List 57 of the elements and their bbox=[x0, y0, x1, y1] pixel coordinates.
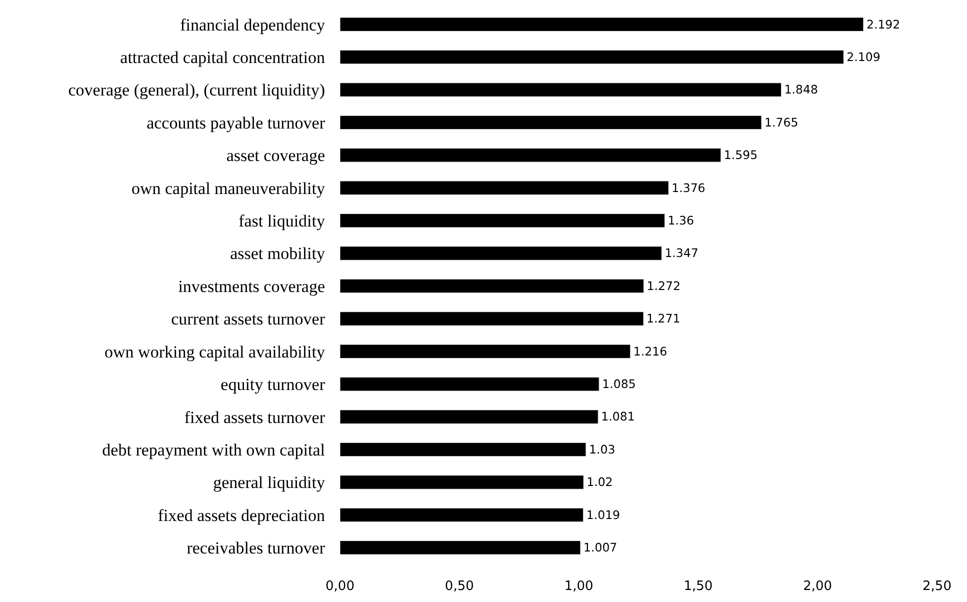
bar bbox=[340, 377, 600, 392]
y-tick-label: asset coverage bbox=[226, 146, 325, 166]
y-tick-label: current assets turnover bbox=[171, 310, 326, 329]
bar bbox=[340, 312, 644, 326]
x-tick-label: 0,00 bbox=[326, 579, 354, 594]
data-label: 1.272 bbox=[646, 278, 680, 293]
x-tick-label: 1,00 bbox=[564, 579, 594, 594]
y-tick-label: investments coverage bbox=[178, 276, 325, 296]
y-tick-label: equity turnover bbox=[220, 375, 326, 394]
y-tick-label: fast liquidity bbox=[238, 212, 326, 231]
y-tick-label: own working capital availability bbox=[104, 342, 326, 362]
y-tick-label: asset mobility bbox=[230, 244, 326, 264]
data-label: 1.216 bbox=[633, 344, 668, 358]
bar bbox=[340, 508, 584, 522]
bar bbox=[340, 82, 782, 97]
data-label: 1.019 bbox=[586, 508, 620, 522]
data-label: 2.192 bbox=[866, 17, 900, 32]
data-label: 1.765 bbox=[764, 115, 798, 130]
bar bbox=[340, 410, 598, 424]
bar bbox=[340, 475, 584, 490]
data-label: 1.271 bbox=[646, 312, 680, 326]
y-tick-label: fixed assets turnover bbox=[184, 408, 326, 427]
x-tick-label: 2,00 bbox=[803, 579, 832, 594]
x-tick-label: 0,50 bbox=[444, 579, 474, 594]
y-tick-label: attracted capital concentration bbox=[120, 48, 326, 68]
bar bbox=[340, 50, 844, 64]
y-tick-label: coverage (general), (current liquidity) bbox=[68, 80, 325, 100]
bar bbox=[340, 180, 669, 195]
bar bbox=[340, 17, 864, 32]
y-tick-label: debt repayment with own capital bbox=[102, 440, 326, 460]
bar bbox=[340, 115, 762, 130]
data-label: 1.03 bbox=[588, 442, 616, 456]
data-label: 1.376 bbox=[672, 180, 706, 195]
bar bbox=[340, 148, 722, 162]
x-tick-label: 2,50 bbox=[922, 579, 952, 594]
y-tick-label: general liquidity bbox=[213, 473, 326, 492]
y-tick-label: fixed assets depreciation bbox=[158, 506, 326, 525]
bar bbox=[340, 213, 666, 228]
bar bbox=[340, 442, 586, 457]
data-label: 1.085 bbox=[602, 377, 636, 392]
data-label: 1.36 bbox=[668, 214, 694, 228]
data-label: 1.848 bbox=[784, 82, 818, 97]
y-tick-label: own capital maneuverability bbox=[131, 178, 326, 198]
data-label: 1.347 bbox=[664, 246, 698, 260]
y-tick-label: accounts payable turnover bbox=[146, 113, 326, 132]
data-label: 1.007 bbox=[583, 540, 618, 555]
x-tick-label: 1,50 bbox=[684, 579, 713, 594]
data-label: 1.02 bbox=[586, 475, 613, 490]
y-tick-label: financial dependency bbox=[180, 15, 326, 34]
data-label: 2.109 bbox=[846, 50, 880, 64]
bar bbox=[340, 278, 644, 294]
bar bbox=[340, 344, 631, 359]
data-label: 1.595 bbox=[724, 148, 758, 162]
data-label: 1.081 bbox=[601, 410, 635, 424]
bar bbox=[340, 246, 662, 260]
bar bbox=[340, 540, 581, 555]
y-tick-label: receivables turnover bbox=[186, 538, 326, 558]
